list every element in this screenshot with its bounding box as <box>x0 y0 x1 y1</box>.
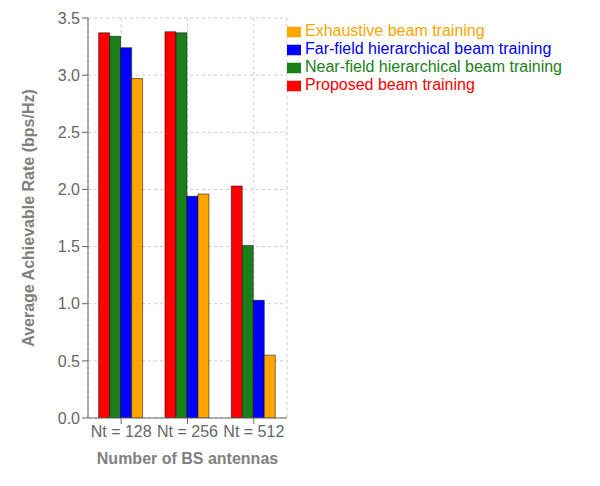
svg-text:3.5: 3.5 <box>58 10 80 27</box>
svg-text:Average Achievable Rate (bps/H: Average Achievable Rate (bps/Hz) <box>20 89 37 347</box>
svg-text:2.0: 2.0 <box>58 181 80 198</box>
svg-text:3.0: 3.0 <box>58 67 80 84</box>
svg-text:1.5: 1.5 <box>58 238 80 255</box>
svg-text:Number of BS antennas: Number of BS antennas <box>97 450 278 467</box>
html-text:Near-field hierarchical beam t: Near-field hierarchical beam training <box>305 58 562 75</box>
html-text:Far-field hierarchical beam tr: Far-field hierarchical beam training <box>305 40 552 57</box>
svg-text:Nt = 256: Nt = 256 <box>157 423 218 440</box>
html-text:Proposed beam training: Proposed beam training <box>305 76 475 93</box>
svg-text:0.0: 0.0 <box>58 410 80 427</box>
svg-text:2.5: 2.5 <box>58 124 80 141</box>
svg-text:0.5: 0.5 <box>58 353 80 370</box>
html-text:Exhaustive beam training: Exhaustive beam training <box>305 22 485 39</box>
svg-text:Nt = 128: Nt = 128 <box>91 423 152 440</box>
svg-text:1.0: 1.0 <box>58 295 80 312</box>
svg-text:Nt = 512: Nt = 512 <box>223 423 284 440</box>
